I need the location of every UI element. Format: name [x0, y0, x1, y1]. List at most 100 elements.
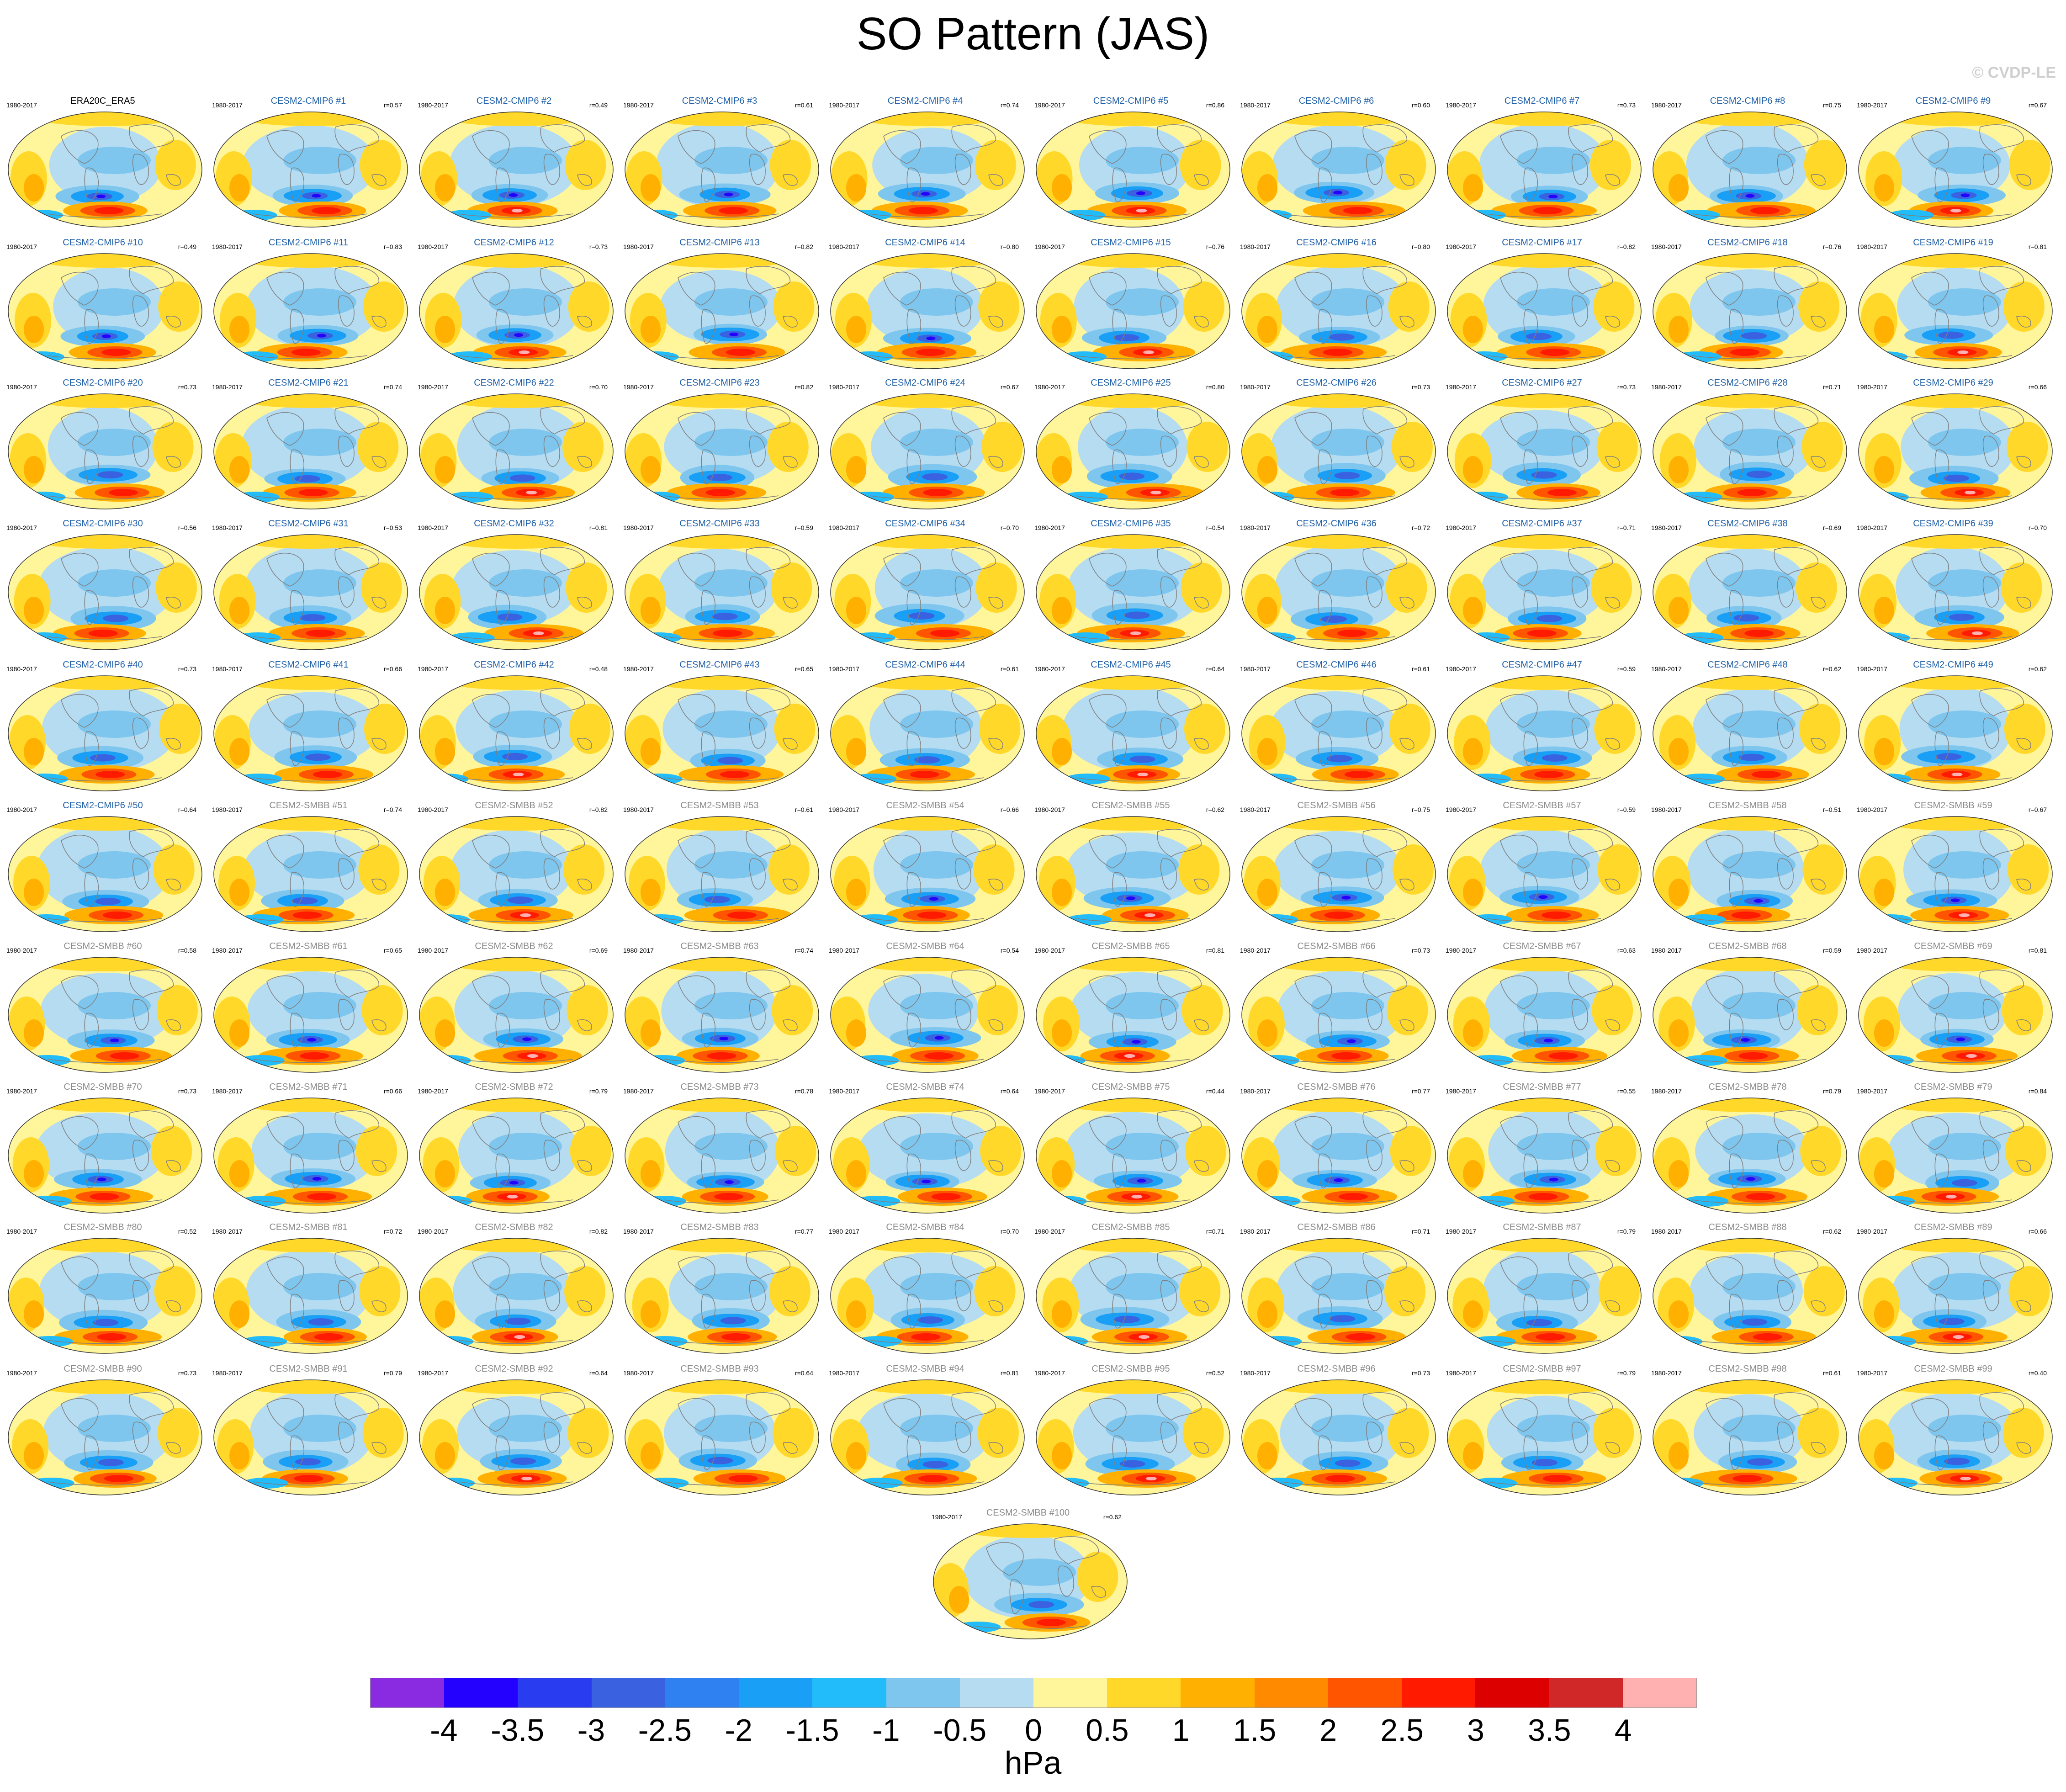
panel-period-label: 1980-2017	[6, 947, 37, 954]
anomaly-contour	[704, 896, 730, 903]
coastline	[1318, 1435, 1332, 1470]
panel-title: CESM2-CMIP6 #9	[1915, 96, 1991, 106]
coastline	[1982, 1421, 1999, 1453]
panel-period-label: 1980-2017	[6, 665, 37, 673]
panel-period-label: 1980-2017	[1240, 101, 1271, 109]
anomaly-contour	[725, 1180, 734, 1184]
panel-correlation-label: r=0.62	[1822, 665, 1841, 673]
coastline	[883, 412, 921, 446]
coastline	[543, 999, 560, 1030]
coastline	[1157, 970, 1202, 998]
coastline	[1294, 976, 1332, 1009]
map-panel: 1980-2017 CESM2-SMBB #61 r=0.65	[206, 940, 411, 1077]
anomaly-contour	[514, 333, 524, 337]
map-panel: 1980-2017 CESM2-CMIP6 #24 r=0.67	[822, 377, 1028, 514]
panel-title: CESM2-SMBB #52	[475, 801, 553, 811]
coastline	[883, 1398, 921, 1432]
coastline	[749, 435, 766, 467]
panel-period-label: 1980-2017	[829, 806, 859, 813]
panel-period-label: 1980-2017	[6, 806, 37, 813]
anomaly-contour	[1936, 753, 1962, 761]
map-border	[625, 1379, 819, 1495]
map-border	[8, 816, 202, 932]
map-plot	[830, 1097, 1025, 1214]
panel-correlation-label: r=0.61	[1000, 665, 1019, 673]
panel-correlation-label: r=0.70	[2028, 524, 2047, 531]
map-plot	[1241, 675, 1436, 791]
coastline	[1811, 1160, 1826, 1172]
map-panel: 1980-2017 CESM2-CMIP6 #37 r=0.71	[1439, 518, 1645, 655]
coastline	[371, 738, 387, 750]
map-panel: 1980-2017 CESM2-SMBB #91 r=0.79	[206, 1363, 411, 1500]
anomaly-contour	[435, 456, 455, 483]
coastline	[1934, 309, 1949, 344]
anomaly-contour	[1731, 912, 1761, 919]
anomaly-contour	[1722, 429, 1796, 456]
map-panel: 1980-2017 CESM2-SMBB #81 r=0.72	[206, 1221, 411, 1358]
coastline	[84, 167, 99, 202]
map-panel: 1980-2017 CESM2-CMIP6 #21 r=0.74	[206, 377, 411, 514]
coastline	[1774, 829, 1818, 857]
anomaly-contour	[1538, 895, 1548, 899]
map-panel: 1980-2017 CESM2-CMIP6 #32 r=0.81	[411, 518, 617, 655]
anomaly-contour	[1669, 1160, 1689, 1188]
panel-correlation-label: r=0.74	[1000, 101, 1019, 109]
anomaly-contour	[1246, 210, 1292, 221]
coastline	[129, 266, 174, 294]
coastline	[1692, 1481, 1807, 1486]
panel-title: CESM2-SMBB #83	[680, 1222, 759, 1232]
panel-title: CESM2-SMBB #65	[1091, 941, 1170, 951]
anomaly-contour	[851, 774, 897, 785]
anomaly-contour	[1184, 704, 1225, 754]
anomaly-contour	[1139, 1335, 1150, 1339]
coastline	[577, 597, 592, 609]
coastline	[1897, 777, 2013, 782]
coastline	[746, 547, 790, 575]
anomaly-contour	[1874, 1442, 1894, 1469]
anomaly-contour	[1180, 140, 1221, 190]
anomaly-contour	[1526, 1319, 1552, 1326]
colorbar-ticks: -4 -3.5 -3 -2.5 -2 -1.5 -1 -0.5 0 0.5 1 1.5 2 2.5 3 3.5…	[370, 1712, 1697, 1749]
coastline	[1897, 355, 2013, 360]
coastline	[1706, 412, 1743, 446]
anomaly-contour	[300, 614, 326, 622]
anomaly-contour	[295, 1458, 321, 1466]
anomaly-contour	[641, 1442, 661, 1469]
panel-correlation-label: r=0.64	[1000, 1087, 1019, 1095]
anomaly-contour	[981, 422, 1023, 472]
map-plot	[213, 675, 408, 791]
coastline	[1774, 406, 1818, 435]
anomaly-contour	[2002, 1408, 2044, 1458]
coastline	[1089, 1116, 1127, 1150]
anomaly-contour	[497, 613, 523, 621]
anomaly-contour	[154, 1266, 196, 1316]
coastline	[1979, 1251, 2024, 1279]
panel-title: CESM2-CMIP6 #42	[474, 660, 554, 670]
coastline	[1571, 154, 1588, 185]
map-panel: 1980-2017 CESM2-SMBB #67 r=0.63	[1439, 940, 1645, 1077]
panel-correlation-label: r=0.69	[589, 947, 608, 954]
coastline	[1366, 1421, 1383, 1453]
coastline	[1568, 829, 1613, 857]
anomaly-contour	[24, 174, 44, 201]
coastline	[1362, 124, 1407, 153]
panel-correlation-label: r=0.82	[795, 243, 813, 250]
anomaly-contour	[1463, 738, 1483, 765]
anomaly-contour	[24, 597, 44, 624]
coastline	[869, 1199, 985, 1204]
map-plot	[1858, 111, 2053, 228]
anomaly-contour	[1746, 1193, 1775, 1200]
map-plot	[1858, 957, 2053, 1073]
panel-title: CESM2-SMBB #96	[1297, 1364, 1376, 1374]
map-plot	[1653, 1097, 1847, 1214]
coastline	[783, 1442, 798, 1454]
panel-correlation-label: r=0.54	[1000, 947, 1019, 954]
anomaly-contour	[283, 1273, 356, 1300]
anomaly-contour	[1874, 316, 1894, 343]
coastline	[1774, 1251, 1818, 1279]
coastline	[458, 777, 573, 782]
anomaly-contour	[641, 316, 661, 343]
anomaly-contour	[1467, 1055, 1514, 1066]
map-plot	[830, 675, 1025, 791]
anomaly-contour	[2004, 704, 2045, 754]
